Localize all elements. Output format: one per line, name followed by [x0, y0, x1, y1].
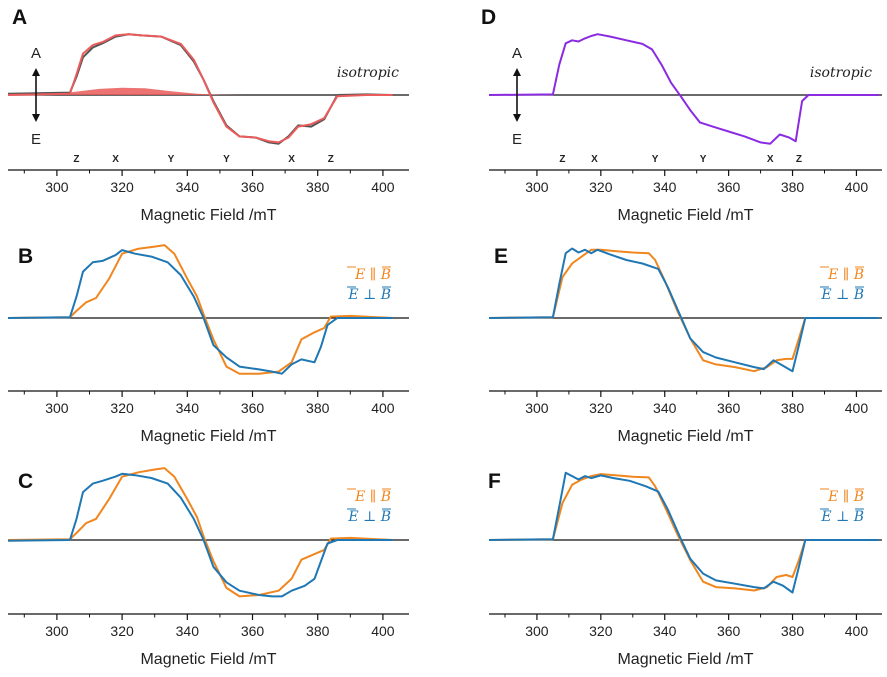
canonical-marker: Y: [700, 154, 707, 165]
series-line: [488, 473, 879, 592]
panel-f: F 300 320 340 360 380 400 Magnetic Field /mT E ∥…: [488, 470, 882, 668]
tick-label: 400: [845, 179, 869, 195]
canonical-marker: X: [767, 154, 774, 165]
panel-label: A: [12, 6, 27, 29]
legend-perpendicular: E ⊥ B: [347, 509, 391, 525]
tick-label: 340: [653, 623, 677, 639]
series-line: [488, 471, 879, 594]
tick-label: 400: [845, 400, 869, 416]
tick-label: 400: [371, 623, 395, 639]
tick-label: 340: [176, 400, 200, 416]
series-line: [7, 249, 393, 375]
panel-label: F: [488, 470, 501, 493]
x-axis-label: Magnetic Field /mT: [617, 207, 753, 224]
x-axis-label: Magnetic Field /mT: [140, 207, 276, 224]
tick-label: 320: [110, 623, 134, 639]
emission-label: E: [31, 131, 41, 148]
arrow-up-icon: [513, 68, 521, 76]
arrow-up-icon: [32, 68, 40, 76]
tick-label: 360: [717, 623, 741, 639]
tick-label: 400: [845, 623, 869, 639]
tick-label: 300: [525, 623, 549, 639]
canonical-marker: Y: [223, 154, 230, 165]
legend-parallel: E ∥ B: [354, 489, 391, 505]
series-line: [488, 247, 879, 373]
tick-label: 380: [781, 623, 805, 639]
tick-label: 320: [110, 400, 134, 416]
tick-label: 300: [45, 623, 69, 639]
series-line: [7, 472, 393, 598]
tick-label: 360: [241, 400, 265, 416]
panel-label: D: [481, 6, 496, 29]
absorption-label: A: [31, 45, 41, 62]
tick-label: 300: [525, 179, 549, 195]
canonical-marker: Z: [73, 154, 79, 165]
legend-parallel: E ∥ B: [354, 267, 391, 283]
canonical-marker: Y: [168, 154, 175, 165]
panel-label: C: [18, 470, 33, 493]
tick-label: 380: [306, 400, 330, 416]
tick-label: 340: [653, 400, 677, 416]
tick-label: 380: [306, 623, 330, 639]
tick-label: 320: [589, 623, 613, 639]
legend-perpendicular: E ⊥ B: [820, 287, 864, 303]
canonical-marker: X: [591, 154, 598, 165]
panel-label: B: [18, 245, 33, 268]
canonical-marker: Z: [796, 154, 802, 165]
tick-label: 300: [525, 400, 549, 416]
panel-b: B 300 320 340 360 380 400 Magnetic Field /mT E ∥…: [7, 244, 409, 445]
tick-label: 400: [371, 400, 395, 416]
legend-parallel: E ∥ B: [827, 267, 864, 283]
legend-parallel: E ∥ B: [827, 489, 864, 505]
tick-label: 380: [306, 179, 330, 195]
panel-e: E 300 320 340 360 380 400 Magnetic Field /mT E ∥…: [488, 245, 882, 445]
canonical-marker: X: [112, 154, 119, 165]
x-axis-label: Magnetic Field /mT: [617, 651, 753, 668]
tick-label: 320: [110, 179, 134, 195]
x-axis-label: Magnetic Field /mT: [140, 651, 276, 668]
tick-label: 300: [45, 179, 69, 195]
panel-c: C 300 320 340 360 380 400 Magnetic Field /mT E ∥…: [7, 467, 409, 668]
tick-label: 360: [241, 179, 265, 195]
tick-label: 360: [241, 623, 265, 639]
tick-label: 360: [717, 400, 741, 416]
tick-label: 340: [653, 179, 677, 195]
canonical-marker: Z: [328, 154, 334, 165]
arrow-down-icon: [32, 114, 40, 122]
panel-a: A 300 320 340 360 380 400 Magnetic Field /mT A Ei…: [7, 6, 409, 224]
panel-label: E: [494, 245, 508, 268]
tick-label: 320: [589, 179, 613, 195]
x-axis-label: Magnetic Field /mT: [140, 428, 276, 445]
canonical-marker: Y: [652, 154, 659, 165]
series-line: [7, 33, 393, 144]
series-line: [7, 244, 393, 375]
panel-d: D 300 320 340 360 380 400 Magnetic Field /mT A Ei…: [481, 6, 882, 224]
emission-label: E: [512, 131, 522, 148]
series-line: [488, 33, 879, 145]
arrow-down-icon: [513, 114, 521, 122]
tick-label: 360: [717, 179, 741, 195]
canonical-marker: X: [288, 154, 295, 165]
series-line: [7, 467, 393, 598]
legend-perpendicular: E ⊥ B: [347, 287, 391, 303]
tick-label: 300: [45, 400, 69, 416]
series-line: [7, 33, 393, 145]
isotropic-annotation: isotropic: [337, 65, 399, 81]
tick-label: 380: [781, 400, 805, 416]
tick-label: 400: [371, 179, 395, 195]
canonical-marker: Z: [559, 154, 565, 165]
tick-label: 340: [176, 179, 200, 195]
tick-label: 380: [781, 179, 805, 195]
isotropic-annotation: isotropic: [810, 65, 872, 81]
x-axis-label: Magnetic Field /mT: [617, 428, 753, 445]
tick-label: 320: [589, 400, 613, 416]
series-line: [488, 248, 879, 373]
legend-perpendicular: E ⊥ B: [820, 509, 864, 525]
absorption-label: A: [512, 45, 522, 62]
tick-label: 340: [176, 623, 200, 639]
